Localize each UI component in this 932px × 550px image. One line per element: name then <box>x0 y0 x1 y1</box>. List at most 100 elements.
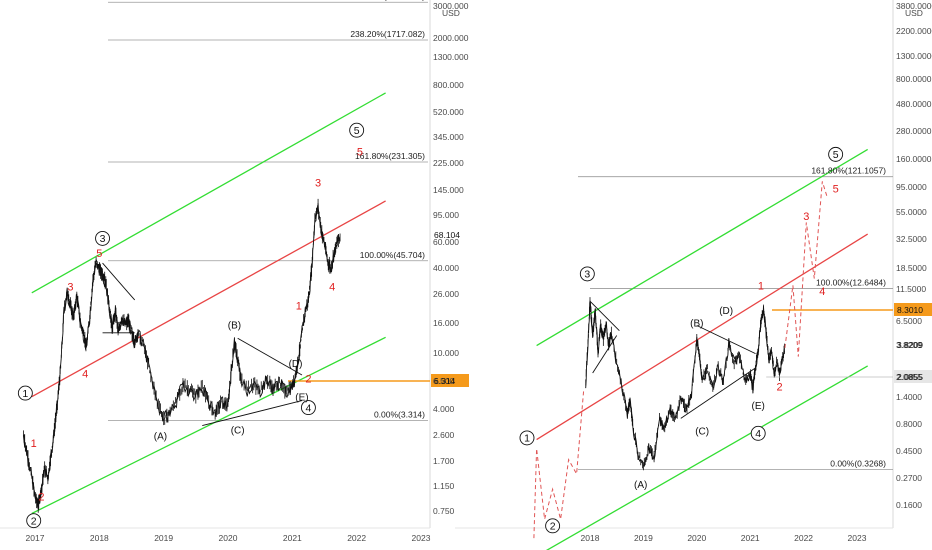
x-tick-label: 2022 <box>794 533 813 543</box>
wave-circle-marker <box>828 146 844 162</box>
y-tick-label: 520.000 <box>433 107 464 117</box>
last-price-tag: 68.104 <box>434 230 460 240</box>
wave-red-label: 3 <box>315 178 321 190</box>
wave-black-label: (C) <box>231 426 245 437</box>
y-tick-label: 280.0000 <box>896 126 932 136</box>
fib-level-label: 238.20%(1717.082) <box>350 29 425 39</box>
y-tick-label: 18.5000 <box>896 263 927 273</box>
wave-black-label: (A) <box>634 480 647 491</box>
projection-path <box>533 390 585 539</box>
y-tick-label: 1300.000 <box>433 52 469 62</box>
fib-level-label: 0.00%(0.3268) <box>830 459 886 469</box>
y-tick-label: 1.150 <box>433 481 455 491</box>
wave-red-label: 1 <box>758 280 764 292</box>
wave-circle-marker <box>95 230 111 246</box>
triangle-line-upper-2 <box>696 325 756 355</box>
wave-circle-label: 2 <box>550 521 556 533</box>
y-tick-label: 0.750 <box>433 506 455 516</box>
wave-red-label: 3 <box>803 211 809 223</box>
y-tick-label: 6.500 <box>433 376 455 386</box>
projection-path <box>784 181 829 357</box>
panel-left <box>0 0 469 529</box>
x-tick-label: 2021 <box>283 533 302 543</box>
fib-level-label: 100.00%(45.704) <box>360 250 425 260</box>
fib-level-label: 161.80%(231.305) <box>355 151 425 161</box>
level-price-tag: 8.3010 <box>897 305 923 315</box>
wave-red-label: 5 <box>96 248 102 260</box>
wave-red-label: 5 <box>833 184 839 196</box>
wave-red-label: 4 <box>329 281 335 293</box>
wave-circle-marker <box>349 122 365 138</box>
x-tick-label: 2021 <box>741 533 760 543</box>
y-tick-label: 800.0000 <box>896 74 932 84</box>
wave-circle-marker <box>26 513 42 529</box>
level-price-tag-bg <box>431 374 469 387</box>
fib-level-label: 0.00%(3.314) <box>374 410 425 420</box>
currency-label: USD <box>442 8 460 18</box>
wave-red-label: 4 <box>82 368 88 380</box>
x-tick-label: 2018 <box>581 533 600 543</box>
wave-circle-marker <box>750 425 766 441</box>
secondary-price-tag: 2.0855 <box>897 372 923 382</box>
channel-mid-line <box>31 200 386 398</box>
wave-circle-label: 3 <box>584 269 590 281</box>
y-tick-label: 1300.0000 <box>896 51 932 61</box>
y-tick-label: 145.000 <box>433 185 464 195</box>
wave-black-label: (E) <box>752 401 765 412</box>
triangle-line-lower-2 <box>680 367 756 419</box>
y-tick-label: 2200.0000 <box>896 26 932 36</box>
y-tick-label: 60.000 <box>433 237 459 247</box>
x-tick-label: 2019 <box>634 533 653 543</box>
wave-circle-label: 1 <box>524 433 530 445</box>
fib-level-label: 161.80%(121.1057) <box>811 166 886 176</box>
y-tick-label: 345.000 <box>433 132 464 142</box>
wave-black-label: (B) <box>228 321 241 332</box>
wave-circle-label: 3 <box>100 233 106 245</box>
x-tick-label: 2023 <box>848 533 867 543</box>
y-tick-label: 1.700 <box>433 456 455 466</box>
x-tick-label: 2023 <box>412 533 431 543</box>
triangle-line-lower-2 <box>202 400 303 427</box>
wave-red-label: 1 <box>296 300 302 312</box>
wave-red-label: 2 <box>38 492 44 504</box>
y-tick-label: 2.600 <box>433 430 455 440</box>
y-tick-label: 3000.000 <box>433 1 469 11</box>
wave-black-label: (E) <box>295 393 308 404</box>
level-price-tag-bg <box>894 303 932 316</box>
triangle-line-upper-2 <box>237 337 303 376</box>
y-tick-label: 95.0000 <box>896 182 927 192</box>
y-tick-label: 26.000 <box>433 289 459 299</box>
x-tick-label: 2018 <box>90 533 109 543</box>
secondary-price-tag-bg <box>894 370 932 383</box>
y-tick-label: 40.000 <box>433 263 459 273</box>
channel-lower-line <box>31 336 386 515</box>
last-price-tag-bg <box>431 228 469 241</box>
wave-red-label: 5 <box>357 146 363 158</box>
last-price-tag-bg <box>894 338 932 351</box>
panel-right <box>455 0 932 550</box>
y-tick-label: 32.5000 <box>896 234 927 244</box>
y-tick-label: 16.000 <box>433 318 459 328</box>
wave-circle-label: 2 <box>31 515 37 527</box>
y-tick-label: 95.000 <box>433 210 459 220</box>
y-tick-label: 0.4500 <box>896 446 922 456</box>
wave-circle-marker <box>545 518 561 534</box>
y-tick-label: 2.0855 <box>896 372 922 382</box>
wave-circle-label: 4 <box>305 402 311 414</box>
y-tick-label: 225.000 <box>433 158 464 168</box>
price-series-line <box>22 203 341 511</box>
price-series-line <box>585 300 785 467</box>
last-price-tag: 3.8209 <box>897 340 923 350</box>
wave-black-label: (D) <box>719 306 733 317</box>
y-tick-label: 1.4000 <box>896 392 922 402</box>
x-tick-label: 2022 <box>347 533 366 543</box>
y-tick-label: 6.5000 <box>896 316 922 326</box>
fib-level-label: 100.00%(12.6484) <box>816 278 886 288</box>
wave-circle-label: 4 <box>755 428 761 440</box>
wave-circle-label: 5 <box>354 125 360 137</box>
wave-red-label: 4 <box>819 286 825 298</box>
y-tick-label: 55.0000 <box>896 207 927 217</box>
wave-red-label: 2 <box>305 374 311 386</box>
y-tick-label: 4.000 <box>433 404 455 414</box>
